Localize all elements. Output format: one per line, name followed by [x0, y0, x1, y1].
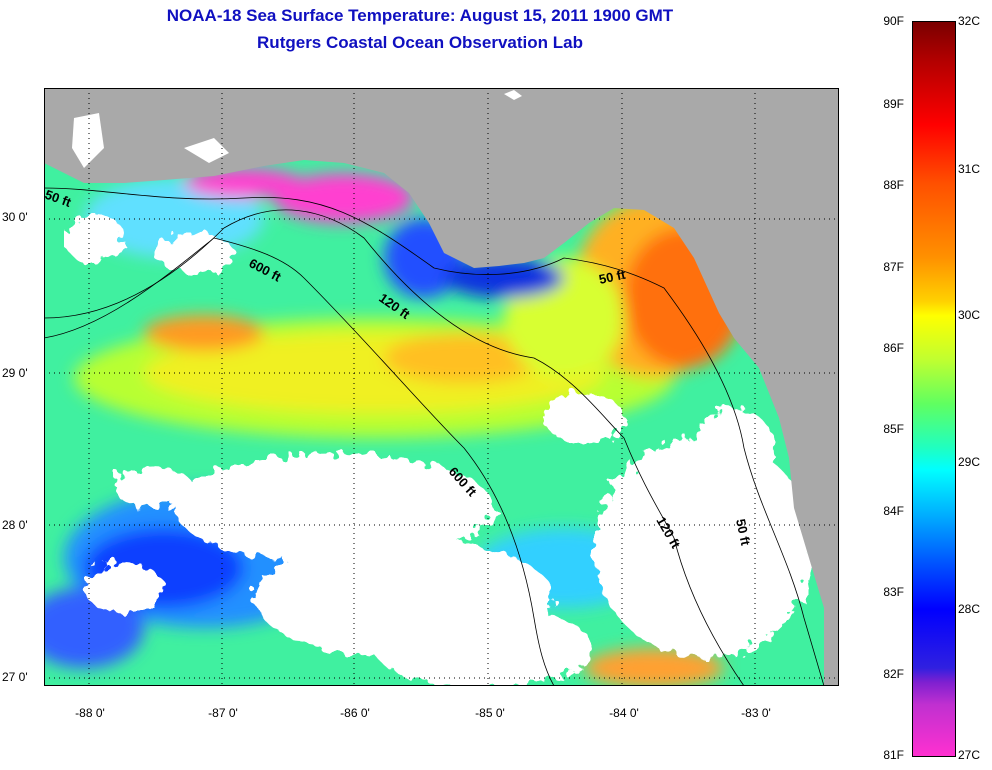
lon-label: -87 0'	[208, 706, 238, 720]
lon-label: -85 0'	[475, 706, 505, 720]
lat-label: 27 0'	[2, 670, 28, 684]
colorbar-f-label: 83F	[883, 585, 904, 599]
colorbar-f-label: 84F	[883, 504, 904, 518]
cloud-cover	[64, 213, 814, 686]
contour-label-50ft: 50 ft	[733, 518, 753, 548]
contour-label-50ft: 50 ft	[598, 267, 628, 287]
map-title: NOAA-18 Sea Surface Temperature: August …	[166, 6, 674, 25]
colorbar-c-label: 30C	[958, 308, 981, 322]
colorbar-f-label: 82F	[883, 667, 904, 681]
colorbar-c-label: 28C	[958, 602, 981, 616]
lon-label: -88 0'	[75, 706, 105, 720]
land-mass	[44, 88, 839, 686]
colorbar-f-label: 85F	[883, 422, 904, 436]
colorbar-f-label: 90F	[883, 14, 904, 28]
coastal-clouds	[72, 90, 522, 168]
lat-label: 28 0'	[2, 518, 28, 532]
colorbar-c-label: 31C	[958, 162, 981, 176]
colorbar-c-label: 32C	[958, 14, 981, 28]
colorbar-f-label: 88F	[883, 178, 904, 192]
colorbar-f-label: 87F	[883, 260, 904, 274]
sst-map: 50 ft 50 ft 50 ft 600 ft 120 ft 600 ft 1…	[44, 88, 839, 686]
map-subtitle: Rutgers Coastal Ocean Observation Lab	[257, 33, 583, 52]
colorbar-f-label: 89F	[883, 97, 904, 111]
color-scale-bar	[912, 21, 956, 757]
lon-label: -86 0'	[340, 706, 370, 720]
lat-label: 30 0'	[2, 210, 28, 224]
colorbar-c-label: 29C	[958, 455, 981, 469]
colorbar-c-label: 27C	[958, 748, 981, 762]
colorbar-f-label: 81F	[883, 748, 904, 762]
depth-contours	[44, 187, 825, 686]
lon-label: -83 0'	[741, 706, 771, 720]
contour-50ft	[44, 187, 825, 686]
lat-label: 29 0'	[2, 366, 28, 380]
contour-600ft	[44, 237, 555, 686]
lon-label: -84 0'	[609, 706, 639, 720]
colorbar-f-label: 86F	[883, 341, 904, 355]
map-border	[44, 88, 839, 686]
